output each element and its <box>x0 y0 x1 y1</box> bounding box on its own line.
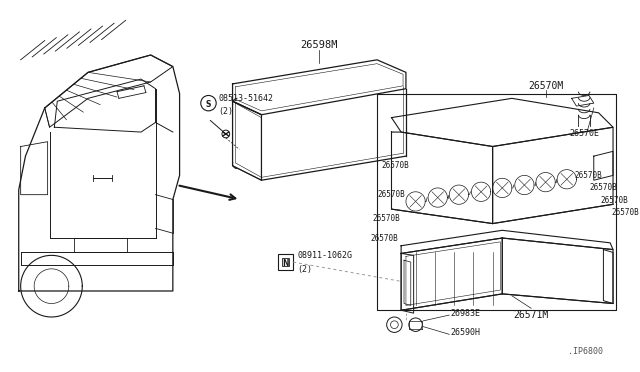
Text: 26590H: 26590H <box>451 328 480 337</box>
Text: 26570B: 26570B <box>589 183 617 192</box>
Text: 26570B: 26570B <box>382 161 410 170</box>
Text: .IP6800: .IP6800 <box>568 347 604 356</box>
Bar <box>278 254 293 270</box>
Text: N: N <box>282 259 289 267</box>
Text: 08911-1062G: 08911-1062G <box>297 251 352 260</box>
Text: (2): (2) <box>297 265 312 274</box>
Text: 26571M: 26571M <box>513 310 548 320</box>
Text: 26570M: 26570M <box>528 81 563 91</box>
Text: 26570B: 26570B <box>377 190 404 199</box>
Text: 26570B: 26570B <box>600 196 628 205</box>
Text: 26570B: 26570B <box>371 234 398 243</box>
Text: 26570B: 26570B <box>372 214 400 223</box>
Text: S: S <box>206 100 211 109</box>
Text: 26598M: 26598M <box>301 41 338 50</box>
Text: (2): (2) <box>218 108 233 116</box>
Text: 08513-51642: 08513-51642 <box>218 94 273 103</box>
Bar <box>282 258 289 266</box>
Text: 26570E: 26570E <box>570 129 600 138</box>
Text: 26983E: 26983E <box>451 309 480 318</box>
Text: 26570B: 26570B <box>575 171 602 180</box>
Text: 26570B: 26570B <box>611 208 639 217</box>
